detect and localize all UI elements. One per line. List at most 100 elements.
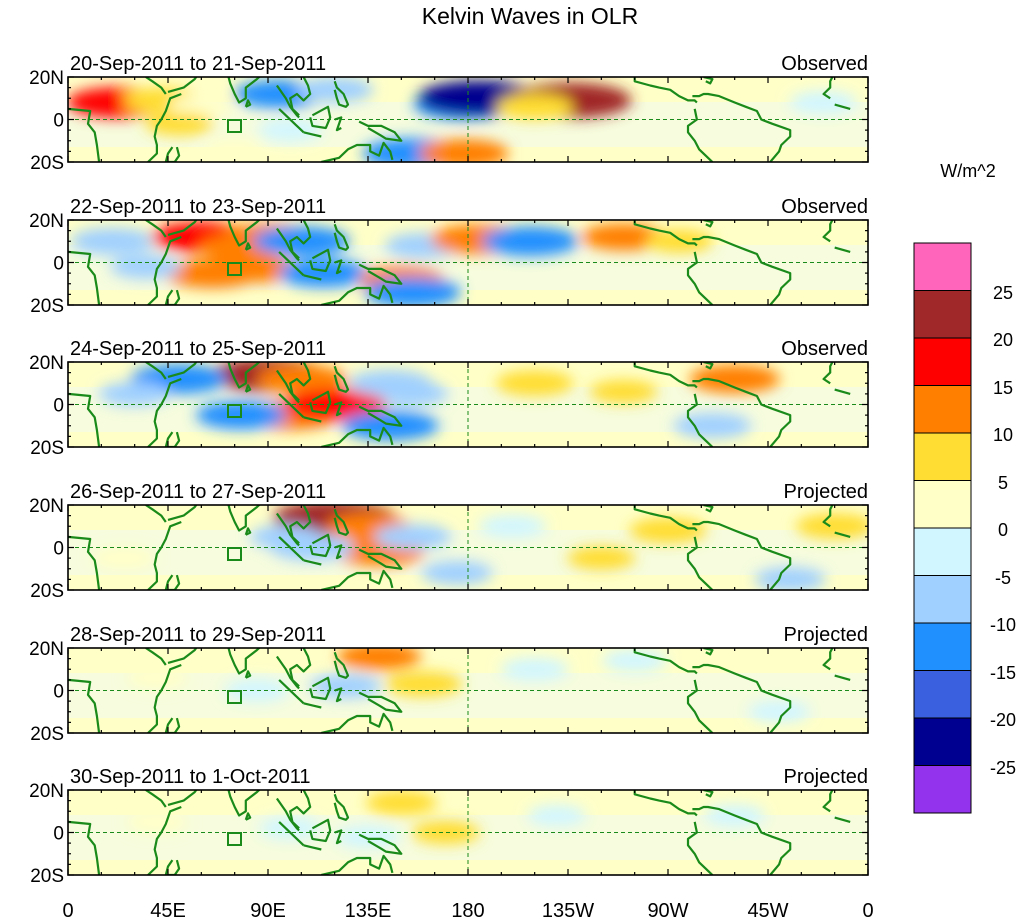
anomaly-mark (365, 790, 437, 815)
y-tick-label: 0 (53, 824, 64, 845)
map-panel: 28-Sep-2011 to 29-Sep-2011 Projected 20N 0 2… (29, 624, 869, 745)
y-tick-label: 20S (30, 581, 64, 602)
coastlines (68, 648, 851, 733)
colorbar-tick-label: -10 (990, 615, 1016, 635)
figure-title: Kelvin Waves in OLR (422, 3, 638, 29)
colorbar-tick-label: 20 (993, 330, 1013, 350)
panel-date-range: 20-Sep-2011 to 21-Sep-2011 (70, 53, 326, 75)
region-box (227, 690, 242, 704)
x-tick-label: 90E (250, 900, 286, 922)
y-tick-label: 20S (30, 724, 64, 745)
panel-status: Observed (781, 196, 868, 218)
anomaly-mark (373, 524, 452, 550)
anomaly-mark (748, 700, 810, 723)
anomaly-mark (581, 223, 666, 251)
y-tick-label: 20S (30, 866, 64, 887)
anomaly-mark (478, 514, 547, 538)
map-panel: 22-Sep-2011 to 23-Sep-2011 Observed 20N 0 20… (29, 196, 869, 317)
colorbar-box (913, 717, 972, 766)
anomaly-mark (795, 513, 868, 540)
region-box (227, 262, 242, 276)
y-tick-label: 20N (29, 496, 64, 517)
anomaly-mark (278, 258, 369, 288)
y-tick-label: 20N (29, 353, 64, 374)
y-tick-label: 0 (53, 539, 64, 560)
anomaly-mark (629, 517, 707, 544)
colorbar-tick-label: -20 (990, 710, 1016, 730)
region-box (227, 832, 242, 846)
y-tick-label: 0 (53, 254, 64, 275)
colorbar-tick-label: -5 (995, 568, 1011, 588)
colorbar: W/m^2 25 20 15 10 5 0 -5 -10 -15 -20 -25 (913, 161, 1016, 814)
x-tick-label: 135W (542, 900, 594, 922)
anomaly-mark (567, 546, 636, 570)
anomaly-mark (259, 817, 322, 840)
map-panel: 26-Sep-2011 to 27-Sep-2011 Projected 20N 0 2… (29, 481, 869, 602)
colorbar-box (913, 765, 972, 814)
anomaly-mark (364, 277, 461, 305)
panel-date-range: 28-Sep-2011 to 29-Sep-2011 (70, 624, 326, 646)
anomaly-mark (335, 825, 401, 849)
colorbar-tick-label: 25 (993, 283, 1013, 303)
anomaly-mark (495, 93, 574, 120)
x-tick-label: 90W (647, 900, 688, 922)
coastlines (68, 362, 851, 447)
anomaly-mark (589, 380, 658, 404)
anomaly-mark (789, 90, 858, 115)
anomaly-mark (99, 381, 171, 406)
panel-status: Observed (781, 338, 868, 360)
map-panel: 30-Sep-2011 to 1-Oct-2011 Projected 20N 0 20… (29, 766, 869, 887)
y-tick-label: 20S (30, 296, 64, 317)
colorbar-tick-label: 15 (993, 378, 1013, 398)
colorbar-tick-label: 0 (998, 520, 1008, 540)
colorbar-box (913, 242, 972, 291)
anomaly-mark (295, 77, 374, 103)
panel-status: Projected (784, 766, 869, 788)
anomaly-mark (337, 648, 422, 670)
units-label: W/m^2 (940, 161, 995, 181)
colorbar-box (913, 575, 972, 624)
anomaly-mark (341, 410, 439, 441)
y-tick-label: 20S (30, 438, 64, 459)
y-tick-label: 0 (53, 396, 64, 417)
map-panel: 24-Sep-2011 to 25-Sep-2011 Observed 20N 0 20… (29, 338, 869, 459)
colorbar-box (913, 480, 972, 529)
anomaly-mark (673, 412, 752, 439)
colorbar-box (913, 527, 972, 576)
colorbar-box (913, 622, 972, 671)
y-tick-label: 20N (29, 781, 64, 802)
anomaly-mark (500, 657, 569, 681)
colorbar-box (913, 670, 972, 719)
panel-date-range: 24-Sep-2011 to 25-Sep-2011 (70, 338, 326, 360)
y-tick-label: 0 (53, 111, 64, 132)
colorbar-box (913, 432, 972, 481)
colorbar-tick-label: 5 (998, 473, 1008, 493)
anomaly-mark (411, 820, 480, 845)
panel-date-range: 22-Sep-2011 to 23-Sep-2011 (70, 196, 326, 218)
anomaly-mark (203, 138, 266, 161)
x-tick-label: 0 (62, 900, 73, 922)
y-tick-label: 0 (53, 682, 64, 703)
map-panel: 20-Sep-2011 to 21-Sep-2011 Observed 20N 0 20… (29, 53, 869, 174)
x-axis: 0 45E 90E 135E 180 135W 90W 45W 0 (62, 900, 873, 922)
coastlines (68, 505, 851, 590)
anomaly-mark (495, 370, 574, 397)
panels: 20-Sep-2011 to 21-Sep-2011 Observed 20N 0 20… (29, 53, 869, 887)
anomaly-mark (645, 229, 714, 253)
panel-status: Projected (784, 481, 869, 503)
region-box (227, 547, 242, 561)
x-tick-label: 180 (451, 900, 484, 922)
colorbar-box (913, 337, 972, 386)
anomaly-mark (126, 666, 188, 689)
anomaly-mark (527, 804, 587, 827)
region-box (227, 119, 242, 133)
anomaly-mark (376, 381, 449, 406)
colorbar-box (913, 290, 972, 339)
anomaly-mark (257, 118, 323, 142)
anomaly-mark (689, 364, 780, 394)
anomaly-mark (421, 560, 493, 586)
anomaly-mark (418, 139, 509, 162)
y-tick-label: 20N (29, 211, 64, 232)
anomaly-mark (126, 810, 188, 833)
